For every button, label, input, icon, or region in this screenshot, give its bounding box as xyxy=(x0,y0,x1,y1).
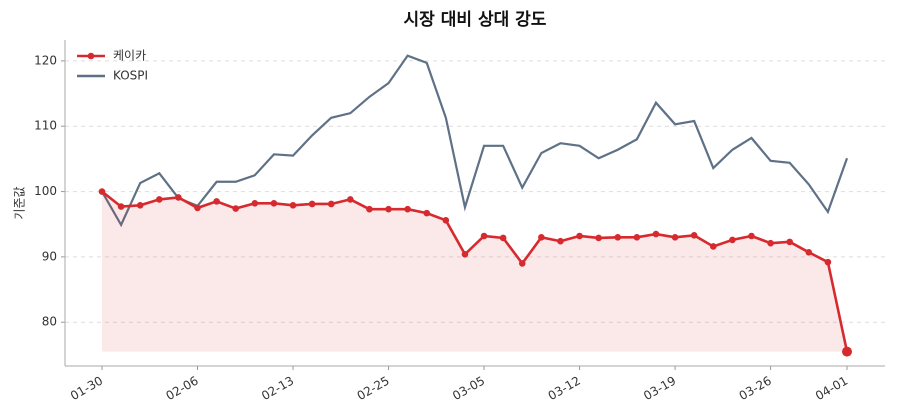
point xyxy=(232,205,240,212)
series-line xyxy=(101,190,849,352)
point xyxy=(824,258,832,266)
y-tick-label: 100 xyxy=(34,184,57,198)
point xyxy=(461,250,469,258)
point xyxy=(251,200,259,207)
y-tick-label: 120 xyxy=(34,53,57,67)
y-tick-label: 110 xyxy=(34,119,57,133)
point xyxy=(614,233,622,241)
x-tick-label: 02-25 xyxy=(355,374,392,404)
point xyxy=(117,203,125,210)
point xyxy=(404,205,411,213)
point xyxy=(480,232,488,240)
series-line xyxy=(101,54,849,228)
point xyxy=(270,200,278,207)
point xyxy=(690,232,698,239)
y-tick-label: 80 xyxy=(42,315,57,329)
point xyxy=(98,188,106,195)
point xyxy=(709,243,717,250)
point xyxy=(595,234,602,242)
point xyxy=(557,237,564,245)
point xyxy=(805,249,813,256)
point xyxy=(423,209,431,217)
point xyxy=(347,196,354,203)
point xyxy=(385,205,392,213)
x-tick-label: 03-26 xyxy=(737,374,774,404)
point xyxy=(671,233,679,241)
point xyxy=(194,204,201,212)
point xyxy=(729,236,736,244)
point xyxy=(327,200,335,208)
legend-label: 케이카 xyxy=(113,49,146,63)
point xyxy=(518,260,526,267)
point xyxy=(289,201,297,209)
point xyxy=(767,239,774,247)
x-tick-label: 03-05 xyxy=(450,374,487,404)
x-tick-label: 02-06 xyxy=(164,374,201,404)
point xyxy=(442,217,450,224)
x-tick-label: 04-01 xyxy=(813,374,850,404)
point xyxy=(786,238,793,246)
x-tick-label: 02-13 xyxy=(259,374,296,404)
legend-label: KOSPI xyxy=(113,69,148,83)
point xyxy=(499,234,507,242)
point xyxy=(366,205,373,213)
point xyxy=(213,198,220,205)
y-tick-label: 90 xyxy=(42,249,57,263)
chart-title: 시장 대비 상대 강도 xyxy=(404,10,547,30)
legend-marker xyxy=(87,52,95,60)
y-axis-label: 기준값 xyxy=(13,186,27,219)
point xyxy=(156,196,163,203)
point xyxy=(136,201,144,209)
point xyxy=(576,232,583,240)
x-tick-label: 03-12 xyxy=(546,374,583,404)
x-tick-label: 03-19 xyxy=(641,374,678,404)
point xyxy=(308,200,316,208)
x-tick-label: 01-30 xyxy=(68,374,105,404)
area xyxy=(102,191,847,352)
point xyxy=(538,233,545,241)
point xyxy=(748,232,755,240)
point xyxy=(652,230,660,238)
point xyxy=(175,194,182,201)
point xyxy=(842,346,852,357)
point xyxy=(633,233,641,241)
